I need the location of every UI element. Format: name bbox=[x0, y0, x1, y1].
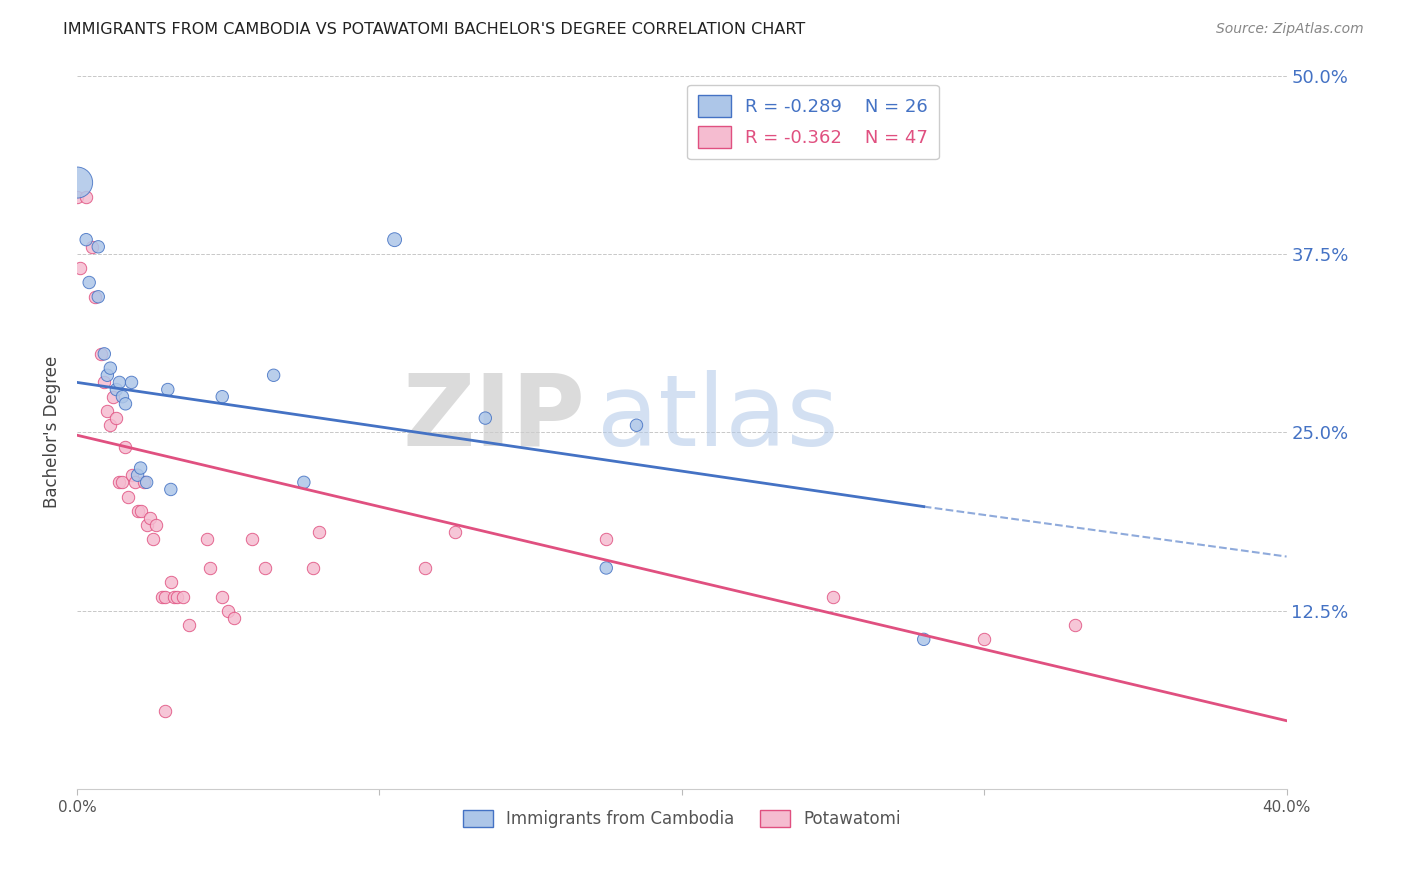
Point bbox=[474, 411, 496, 425]
Point bbox=[302, 561, 325, 575]
Point bbox=[90, 347, 112, 361]
Point bbox=[98, 361, 121, 376]
Point bbox=[75, 233, 97, 247]
Point bbox=[444, 525, 467, 540]
Point bbox=[111, 475, 134, 490]
Point bbox=[77, 276, 100, 290]
Point bbox=[96, 404, 118, 418]
Point bbox=[93, 347, 115, 361]
Point bbox=[384, 233, 406, 247]
Point bbox=[124, 475, 146, 490]
Point bbox=[135, 475, 157, 490]
Point bbox=[150, 590, 173, 604]
Point bbox=[159, 575, 181, 590]
Text: IMMIGRANTS FROM CAMBODIA VS POTAWATOMI BACHELOR'S DEGREE CORRELATION CHART: IMMIGRANTS FROM CAMBODIA VS POTAWATOMI B… bbox=[63, 22, 806, 37]
Text: ZIP: ZIP bbox=[402, 369, 585, 467]
Point bbox=[87, 240, 110, 254]
Point bbox=[108, 475, 131, 490]
Point bbox=[211, 390, 233, 404]
Point bbox=[127, 468, 149, 483]
Legend: Immigrants from Cambodia, Potawatomi: Immigrants from Cambodia, Potawatomi bbox=[457, 803, 907, 834]
Point bbox=[66, 190, 89, 204]
Point bbox=[129, 461, 152, 475]
Point bbox=[98, 418, 121, 433]
Point bbox=[177, 618, 200, 632]
Point bbox=[1064, 618, 1087, 632]
Point bbox=[93, 376, 115, 390]
Point bbox=[82, 240, 104, 254]
Point bbox=[114, 440, 136, 454]
Point bbox=[595, 561, 617, 575]
Point bbox=[195, 533, 218, 547]
Point bbox=[121, 468, 143, 483]
Point bbox=[973, 632, 995, 647]
Point bbox=[821, 590, 844, 604]
Point bbox=[132, 475, 155, 490]
Point bbox=[69, 261, 91, 276]
Point bbox=[103, 390, 125, 404]
Point bbox=[626, 418, 648, 433]
Point bbox=[292, 475, 315, 490]
Point bbox=[159, 483, 181, 497]
Text: Source: ZipAtlas.com: Source: ZipAtlas.com bbox=[1216, 22, 1364, 37]
Point bbox=[224, 611, 246, 625]
Point bbox=[121, 376, 143, 390]
Point bbox=[253, 561, 276, 575]
Point bbox=[912, 632, 935, 647]
Point bbox=[153, 704, 176, 718]
Point bbox=[66, 176, 89, 190]
Point bbox=[127, 504, 149, 518]
Point bbox=[153, 590, 176, 604]
Point bbox=[308, 525, 330, 540]
Point bbox=[96, 368, 118, 383]
Point bbox=[117, 490, 139, 504]
Point bbox=[163, 590, 186, 604]
Point bbox=[242, 533, 264, 547]
Point bbox=[114, 397, 136, 411]
Point bbox=[263, 368, 285, 383]
Point bbox=[156, 383, 179, 397]
Text: atlas: atlas bbox=[598, 369, 839, 467]
Point bbox=[135, 518, 157, 533]
Point bbox=[595, 533, 617, 547]
Point bbox=[217, 604, 239, 618]
Point bbox=[105, 411, 128, 425]
Point bbox=[172, 590, 194, 604]
Point bbox=[138, 511, 160, 525]
Point bbox=[84, 290, 107, 304]
Point bbox=[75, 190, 97, 204]
Point bbox=[198, 561, 221, 575]
Point bbox=[111, 390, 134, 404]
Point bbox=[211, 590, 233, 604]
Y-axis label: Bachelor's Degree: Bachelor's Degree bbox=[44, 356, 60, 508]
Point bbox=[166, 590, 188, 604]
Point bbox=[413, 561, 436, 575]
Point bbox=[145, 518, 167, 533]
Point bbox=[87, 290, 110, 304]
Point bbox=[142, 533, 165, 547]
Point bbox=[108, 376, 131, 390]
Point bbox=[129, 504, 152, 518]
Point bbox=[105, 383, 128, 397]
